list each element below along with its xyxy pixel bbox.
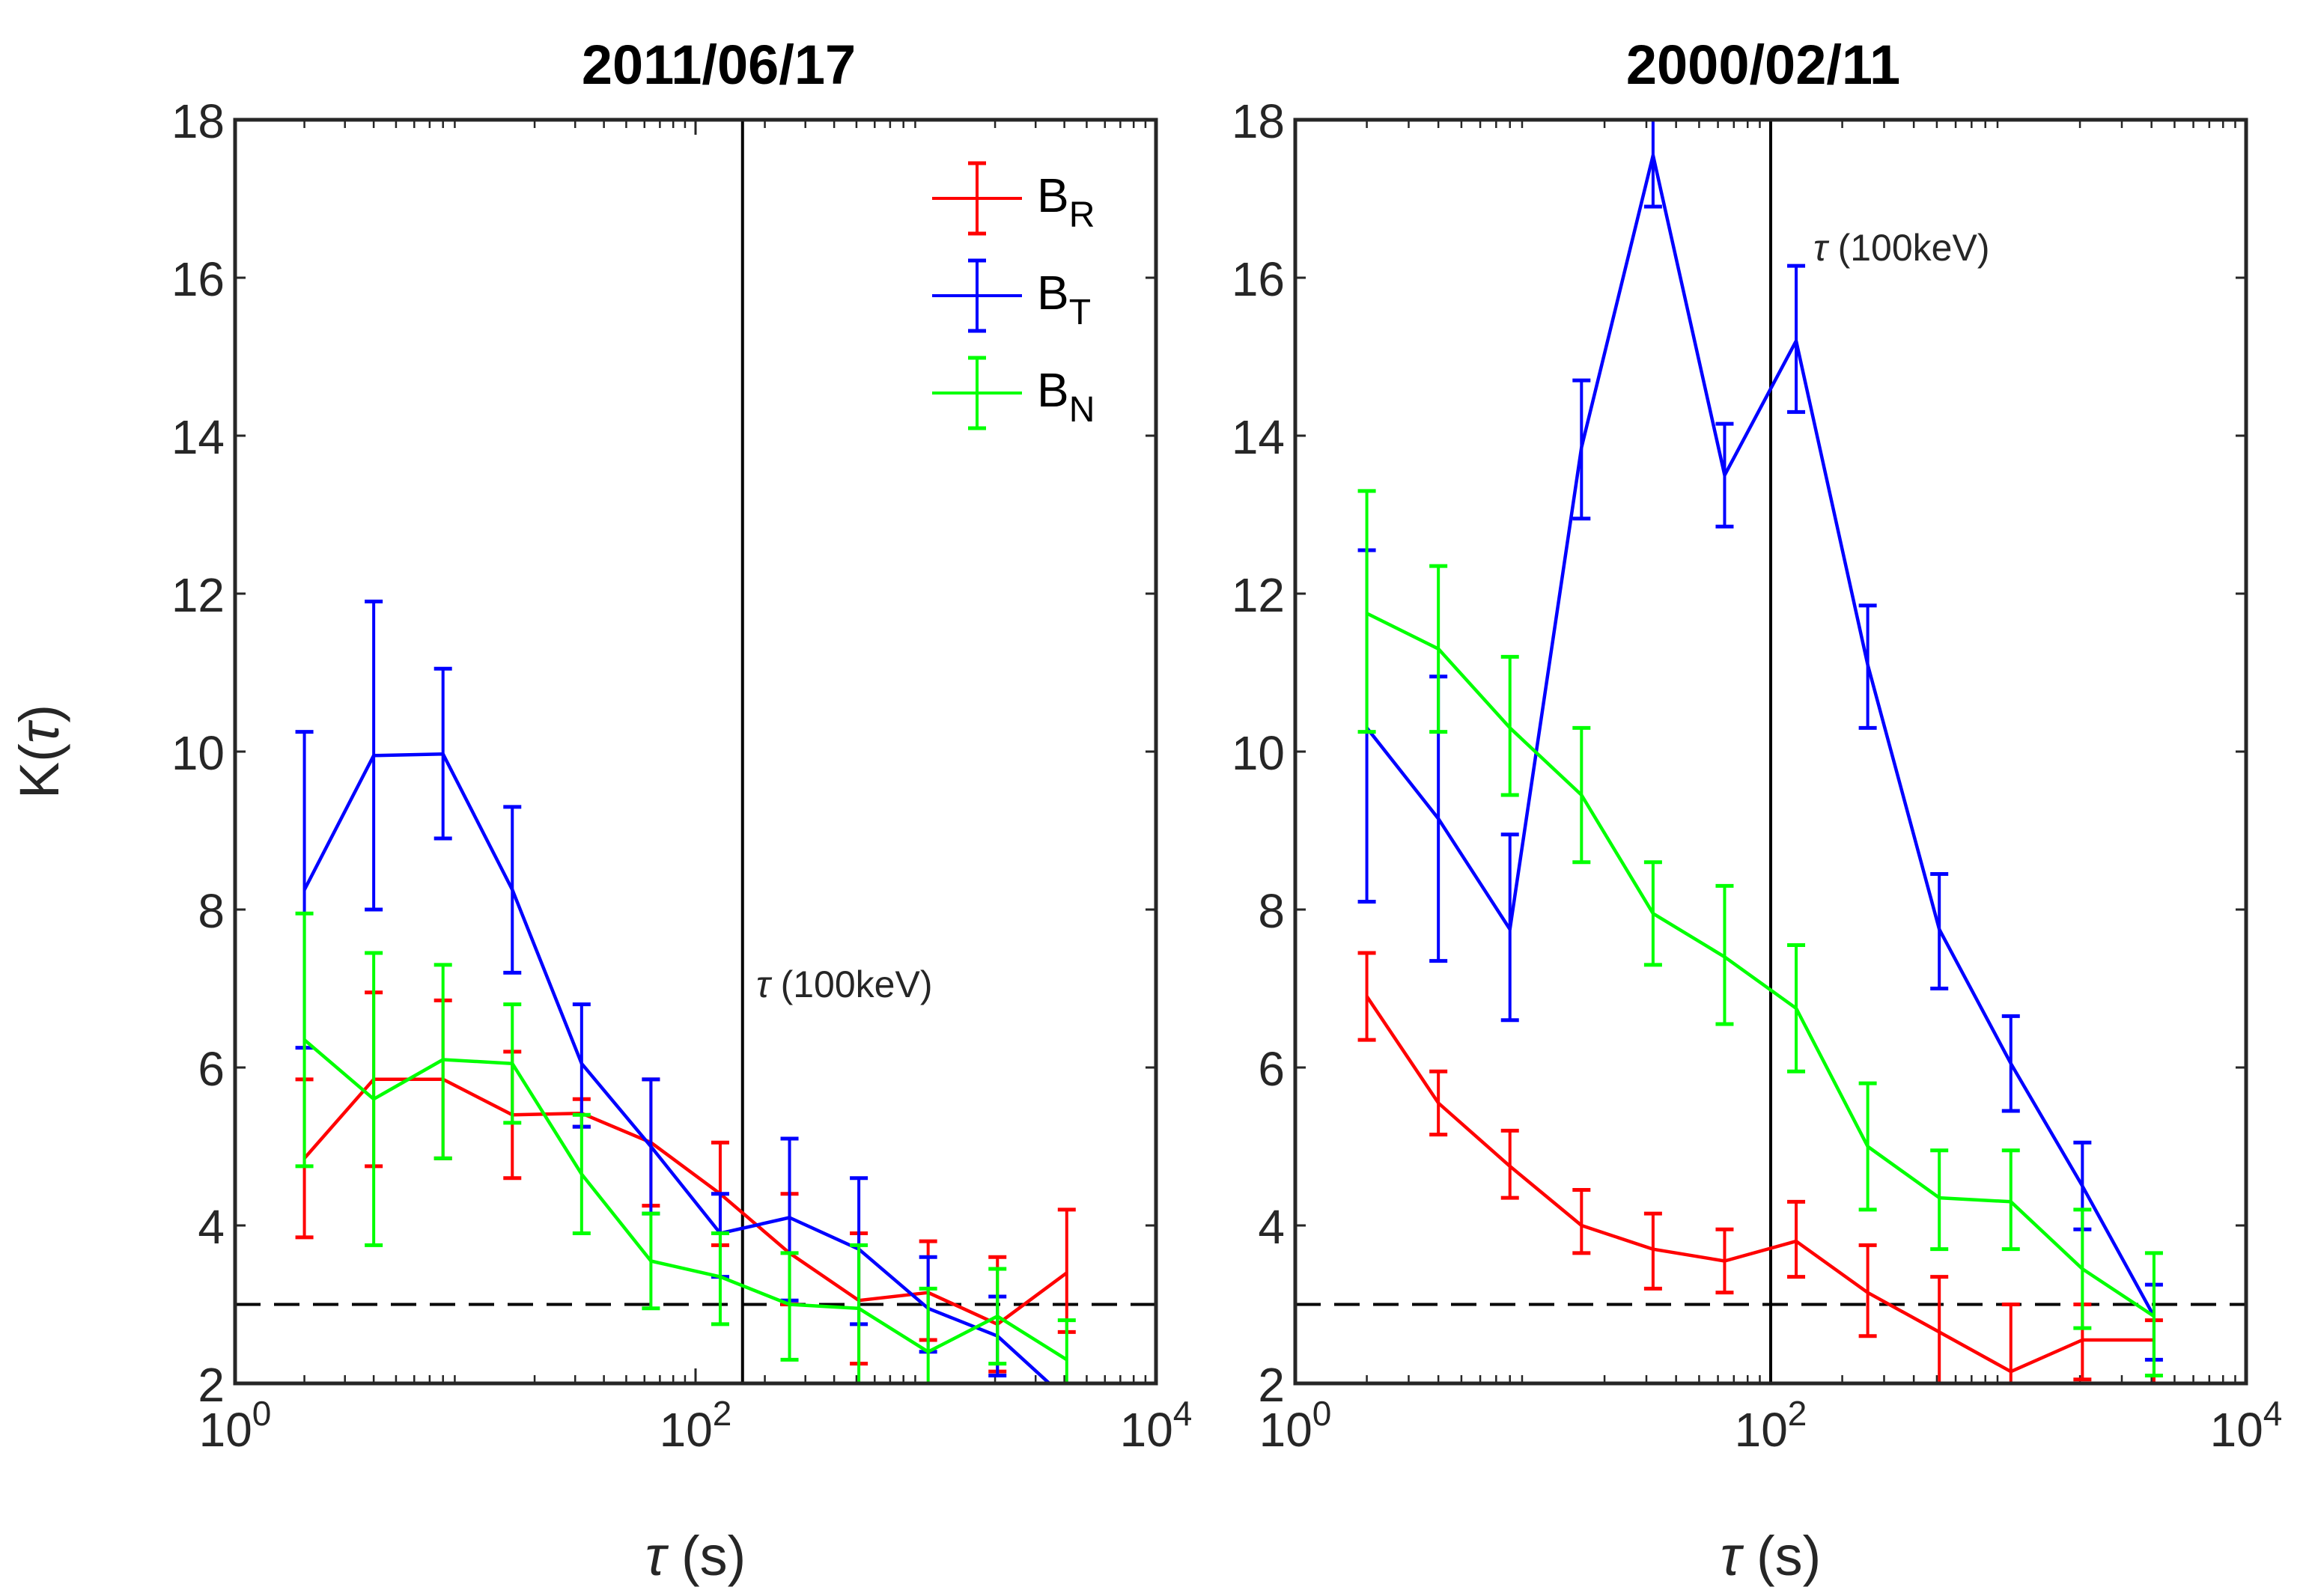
legend-sub-bt: T bbox=[1069, 293, 1091, 332]
left-xtick-label: 102 bbox=[660, 1394, 732, 1457]
panel-left-xlabel: τ (s) bbox=[645, 1525, 746, 1587]
right-ytick-label: 2 bbox=[1258, 1358, 1285, 1412]
svg-text:BN: BN bbox=[1037, 363, 1095, 430]
right-ytick-label: 12 bbox=[1232, 568, 1285, 622]
legend-label-bn: B bbox=[1037, 363, 1069, 417]
left-series-br-line bbox=[302, 1077, 1068, 1327]
right-series-br-line bbox=[1365, 995, 2154, 1374]
left-ytick-label: 16 bbox=[171, 252, 225, 306]
right-xtick-label: 102 bbox=[1735, 1394, 1807, 1457]
right-ytick-label: 18 bbox=[1232, 94, 1285, 148]
left-ytick-label: 6 bbox=[198, 1042, 225, 1096]
panel-right: 2000/02/11 2 4 6 8 10 12 14 16 18 100 102 104 τ (10… bbox=[1232, 34, 2283, 1587]
left-series-bt-line bbox=[302, 752, 1052, 1383]
left-series-group bbox=[295, 600, 1076, 1383]
right-ytick-label: 14 bbox=[1232, 410, 1285, 464]
right-ytick-label: 8 bbox=[1258, 884, 1285, 938]
left-ytick-label: 18 bbox=[171, 94, 225, 148]
legend-entry-bn: BN bbox=[932, 356, 1095, 430]
legend-sub-br: R bbox=[1069, 195, 1095, 235]
left-ytick-label: 12 bbox=[171, 568, 225, 622]
panel-right-xlabel: τ (s) bbox=[1721, 1525, 1822, 1587]
right-series-bn-line bbox=[1366, 612, 2156, 1318]
panel-left-vline-label: τ (100keV) bbox=[756, 963, 932, 1005]
right-xtick-label: 104 bbox=[2210, 1394, 2283, 1457]
left-series-bn-line bbox=[303, 1038, 1068, 1362]
left-xtick-label: 100 bbox=[199, 1394, 272, 1457]
left-ytick-label: 8 bbox=[198, 884, 225, 938]
legend-sub-bn: N bbox=[1069, 390, 1095, 430]
legend-label-br: B bbox=[1037, 168, 1069, 222]
svg-text:BT: BT bbox=[1037, 266, 1091, 332]
right-xtick-label: 100 bbox=[1259, 1394, 1332, 1457]
right-series-bt-line bbox=[1365, 153, 2156, 1318]
right-series-group bbox=[1357, 120, 2163, 1383]
right-ytick-label: 4 bbox=[1258, 1200, 1285, 1254]
left-ytick-label: 2 bbox=[198, 1358, 225, 1412]
svg-text:BR: BR bbox=[1037, 168, 1095, 235]
panel-right-marks: 2 4 6 8 10 12 14 16 18 100 102 104 bbox=[1232, 94, 2283, 1457]
panel-left: 2011/06/17 2 4 6 8 10 12 14 16 18 100 102 104 τ (10… bbox=[8, 34, 1192, 1587]
y-axis-label: K(τ) bbox=[8, 704, 70, 799]
panel-left-axes-box bbox=[233, 118, 1158, 1386]
panel-right-vline-label: τ (100keV) bbox=[1813, 227, 1989, 269]
legend: BR BT BN bbox=[917, 150, 1138, 442]
left-ytick-label: 10 bbox=[171, 726, 225, 780]
right-ytick-label: 6 bbox=[1258, 1042, 1285, 1096]
legend-label-bt: B bbox=[1037, 266, 1069, 320]
panel-left-title: 2011/06/17 bbox=[582, 34, 856, 96]
right-ytick-label: 10 bbox=[1232, 726, 1285, 780]
panel-left-marks: 2 4 6 8 10 12 14 16 18 100 102 104 bbox=[171, 94, 1193, 1457]
legend-entry-br: BR bbox=[932, 161, 1095, 236]
legend-entry-bt: BT bbox=[932, 258, 1091, 333]
panel-right-title: 2000/02/11 bbox=[1626, 34, 1900, 96]
left-ytick-label: 14 bbox=[171, 410, 225, 464]
left-ytick-label: 4 bbox=[198, 1200, 225, 1254]
left-xtick-label: 104 bbox=[1120, 1394, 1193, 1457]
right-ytick-label: 16 bbox=[1232, 252, 1285, 306]
panel-right-axes-box bbox=[1293, 118, 2248, 1386]
